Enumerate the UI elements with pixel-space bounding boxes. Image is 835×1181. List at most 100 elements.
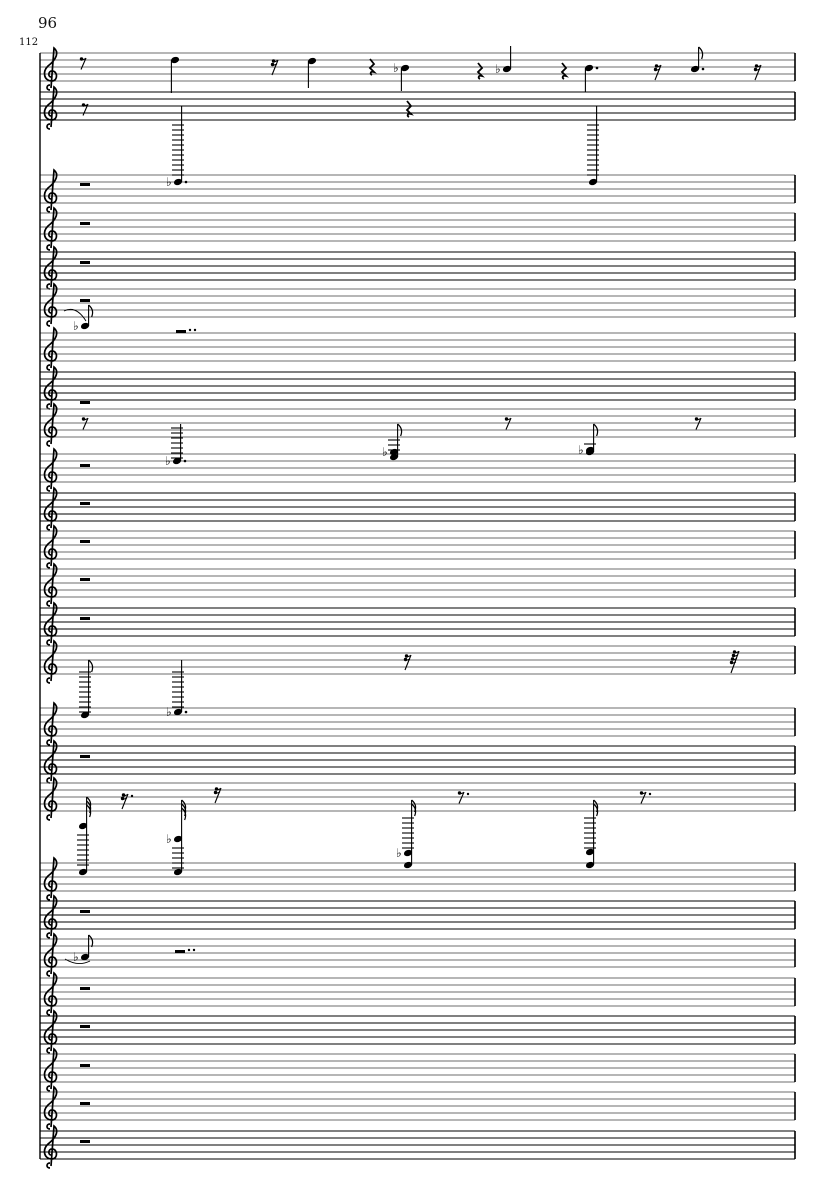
- notehead: [585, 448, 595, 456]
- notehead: [307, 57, 317, 65]
- quarter-rest: [368, 58, 377, 76]
- flat-icon: ♭: [73, 950, 79, 964]
- rest-stem: [271, 59, 279, 76]
- treble-clef-icon: [43, 206, 58, 251]
- rest-dot: [466, 792, 470, 796]
- half-rest: [80, 299, 90, 302]
- treble-clef-icon: [43, 326, 58, 371]
- notehead: [403, 861, 413, 869]
- notehead: [584, 64, 594, 72]
- treble-clef-icon: [43, 1085, 58, 1130]
- half-rest: [80, 540, 90, 543]
- flat-icon: ♭: [396, 846, 402, 860]
- half-rest: [80, 1025, 90, 1028]
- augmentation-dot: [183, 459, 187, 463]
- notehead: [78, 868, 88, 876]
- rest-stem: [505, 417, 512, 430]
- rest-stem: [654, 64, 662, 81]
- treble-clef-icon: [43, 639, 58, 684]
- half-rest: [80, 1064, 90, 1067]
- rest-dot: [187, 948, 191, 952]
- notehead: [588, 178, 598, 186]
- notehead: [80, 322, 90, 330]
- quarter-rest: [405, 100, 414, 118]
- notehead: [502, 65, 512, 73]
- notehead: [690, 65, 700, 73]
- page-number: 96: [38, 14, 58, 32]
- flat-icon: ♭: [166, 832, 172, 846]
- half-rest: [80, 578, 90, 581]
- treble-clef-icon: [43, 85, 58, 130]
- treble-clef-icon: [43, 776, 58, 821]
- notehead: [403, 849, 413, 857]
- flat-icon: ♭: [578, 443, 584, 457]
- note-flag: [181, 807, 187, 821]
- slur: [64, 958, 91, 964]
- treble-clef-icon: [43, 365, 58, 410]
- rest-dot: [192, 948, 196, 952]
- notehead: [80, 711, 90, 719]
- rest-stem: [121, 793, 129, 810]
- treble-clef-icon: [43, 402, 58, 447]
- note-flag: [411, 803, 417, 817]
- treble-clef-icon: [43, 701, 58, 746]
- rest-stem: [754, 64, 762, 81]
- rest-dot: [193, 328, 197, 332]
- half-rest: [175, 950, 185, 953]
- rest-stem: [695, 417, 702, 430]
- flat-icon: ♭: [166, 175, 172, 189]
- flat-icon: ♭: [382, 445, 388, 459]
- half-rest: [80, 755, 90, 758]
- note-flag: [593, 423, 599, 437]
- rest-stem: [80, 57, 87, 70]
- treble-clef-icon: [43, 1009, 58, 1054]
- rest-stem: [82, 417, 89, 430]
- note-flag: [88, 659, 94, 673]
- notehead: [173, 868, 183, 876]
- notehead: [172, 457, 182, 465]
- half-rest: [80, 222, 90, 225]
- rest-dot: [648, 792, 652, 796]
- augmentation-dot: [701, 67, 705, 71]
- half-rest: [80, 261, 90, 264]
- augmentation-dot: [184, 710, 188, 714]
- notehead: [173, 708, 183, 716]
- augmentation-dot: [595, 66, 599, 70]
- half-rest: [80, 617, 90, 620]
- rest-stem: [214, 787, 222, 804]
- flat-icon: ♭: [165, 454, 171, 468]
- notehead: [585, 861, 595, 869]
- notehead: [173, 835, 183, 843]
- augmentation-dot: [184, 180, 188, 184]
- treble-clef-icon: [43, 856, 58, 901]
- rest-stem: [404, 654, 412, 671]
- treble-clef-icon: [43, 1124, 58, 1169]
- treble-clef-icon: [43, 739, 58, 784]
- note-flag: [88, 304, 94, 318]
- notehead: [80, 953, 90, 961]
- flat-icon: ♭: [73, 319, 79, 333]
- half-rest: [80, 464, 90, 467]
- treble-clef-icon: [43, 1047, 58, 1092]
- rest-stem: [640, 791, 647, 804]
- flat-icon: ♭: [495, 62, 501, 76]
- flat-icon: ♭: [393, 61, 399, 75]
- note-flag: [698, 46, 704, 60]
- treble-clef-icon: [43, 447, 58, 492]
- slur: [63, 308, 87, 322]
- note-flag: [88, 934, 94, 948]
- measure-number: 112: [19, 37, 39, 48]
- quarter-rest: [560, 62, 569, 80]
- quarter-rest: [476, 62, 485, 80]
- flat-icon: ♭: [166, 705, 172, 719]
- notehead: [170, 56, 180, 64]
- half-rest: [176, 330, 186, 333]
- note-flag: [86, 804, 92, 818]
- treble-clef-icon: [43, 562, 58, 607]
- half-rest: [80, 1102, 90, 1105]
- half-rest: [80, 987, 90, 990]
- notehead: [389, 453, 399, 461]
- note-flag: [397, 423, 403, 437]
- notehead: [585, 848, 595, 856]
